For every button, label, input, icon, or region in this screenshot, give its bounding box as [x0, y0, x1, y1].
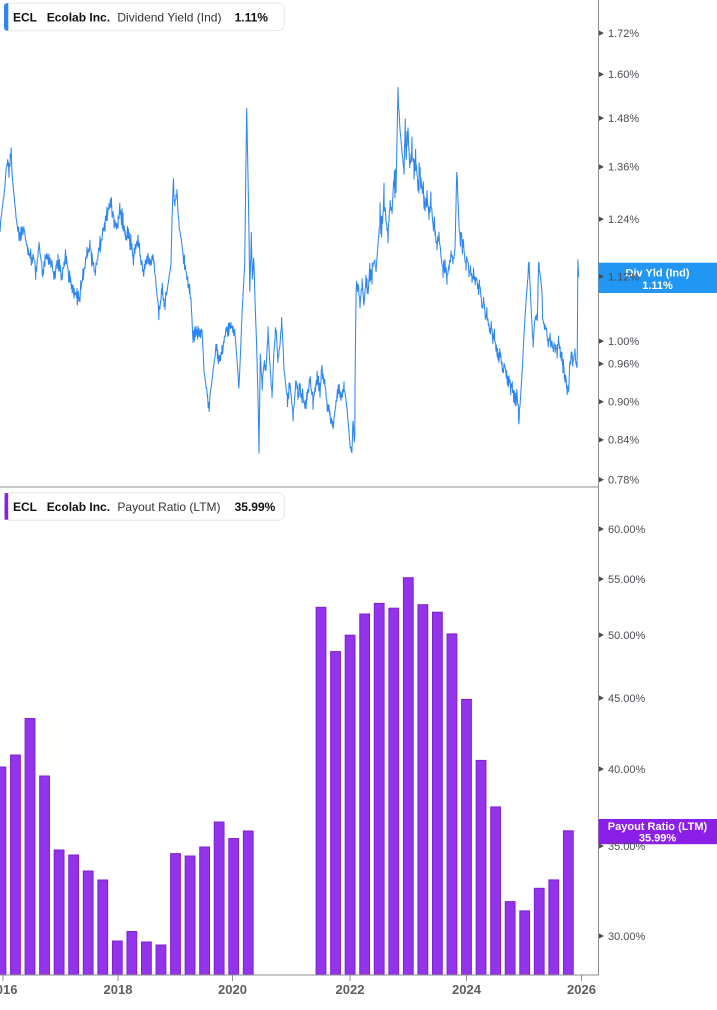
svg-text:30.00%: 30.00% [608, 931, 646, 943]
svg-text:2024: 2024 [452, 982, 482, 997]
svg-text:0.90%: 0.90% [608, 397, 639, 409]
svg-text:2026: 2026 [567, 982, 596, 997]
svg-text:35.00%: 35.00% [608, 841, 646, 853]
svg-text:60.00%: 60.00% [608, 524, 646, 536]
svg-text:1.60%: 1.60% [608, 69, 639, 81]
svg-text:Ecolab Inc.: Ecolab Inc. [47, 500, 110, 514]
svg-text:40.00%: 40.00% [608, 764, 646, 776]
svg-text:35.99%: 35.99% [235, 500, 276, 514]
svg-text:0.84%: 0.84% [608, 435, 639, 447]
svg-text:2018: 2018 [104, 982, 133, 997]
svg-text:1.12%: 1.12% [608, 271, 639, 283]
svg-text:Payout Ratio (LTM): Payout Ratio (LTM) [117, 500, 220, 514]
svg-text:0.96%: 0.96% [608, 359, 639, 371]
svg-text:1.72%: 1.72% [608, 28, 639, 40]
svg-text:1.48%: 1.48% [608, 113, 639, 125]
svg-text:Dividend Yield (Ind): Dividend Yield (Ind) [117, 10, 221, 24]
svg-text:1.11%: 1.11% [235, 10, 269, 24]
svg-text:55.00%: 55.00% [608, 574, 646, 586]
svg-text:2020: 2020 [218, 982, 247, 997]
svg-text:2016: 2016 [0, 982, 17, 997]
svg-text:ECL: ECL [13, 10, 37, 24]
svg-text:1.36%: 1.36% [608, 162, 639, 174]
svg-text:1.00%: 1.00% [608, 336, 639, 348]
svg-text:Payout Ratio (LTM): Payout Ratio (LTM) [608, 821, 708, 833]
svg-text:50.00%: 50.00% [608, 630, 646, 642]
svg-text:2022: 2022 [336, 982, 365, 997]
svg-text:1.24%: 1.24% [608, 214, 639, 226]
svg-text:1.11%: 1.11% [642, 280, 673, 292]
svg-text:ECL: ECL [13, 500, 37, 514]
svg-text:45.00%: 45.00% [608, 693, 646, 705]
svg-text:0.78%: 0.78% [608, 475, 639, 487]
svg-text:Ecolab Inc.: Ecolab Inc. [47, 10, 110, 24]
